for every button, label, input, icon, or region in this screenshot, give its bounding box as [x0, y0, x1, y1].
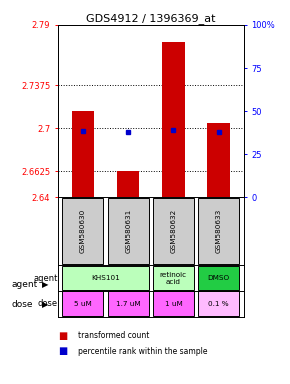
- Bar: [162, 42, 185, 197]
- Text: GSM580633: GSM580633: [216, 209, 222, 253]
- Text: GSM580630: GSM580630: [80, 209, 86, 253]
- Bar: [108, 291, 149, 316]
- Text: transformed count: transformed count: [78, 331, 150, 341]
- Text: GSM580632: GSM580632: [171, 209, 176, 253]
- Title: GDS4912 / 1396369_at: GDS4912 / 1396369_at: [86, 13, 215, 24]
- Bar: [153, 198, 194, 265]
- Text: DMSO: DMSO: [208, 275, 230, 281]
- Text: percentile rank within the sample: percentile rank within the sample: [78, 347, 208, 356]
- Text: 1.7 uM: 1.7 uM: [116, 301, 140, 307]
- Bar: [62, 291, 104, 316]
- Bar: [117, 172, 139, 197]
- Bar: [153, 266, 194, 290]
- Bar: [62, 266, 149, 290]
- Bar: [153, 291, 194, 316]
- Bar: [108, 198, 149, 265]
- Bar: [198, 266, 239, 290]
- Text: agent: agent: [34, 273, 58, 283]
- Text: 1 uM: 1 uM: [164, 301, 182, 307]
- Text: dose: dose: [12, 300, 33, 309]
- Text: retinoic
acid: retinoic acid: [160, 271, 187, 285]
- Text: 0.1 %: 0.1 %: [209, 301, 229, 307]
- Text: ■: ■: [58, 331, 67, 341]
- Text: ▶: ▶: [42, 300, 48, 309]
- Text: GSM580631: GSM580631: [125, 209, 131, 253]
- Text: ■: ■: [58, 346, 67, 356]
- Text: dose: dose: [38, 300, 58, 308]
- Text: ▶: ▶: [42, 280, 48, 290]
- Bar: [62, 198, 104, 265]
- Text: KHS101: KHS101: [91, 275, 120, 281]
- Bar: [198, 291, 239, 316]
- Bar: [72, 111, 94, 197]
- Bar: [198, 198, 239, 265]
- Text: 5 uM: 5 uM: [74, 301, 92, 307]
- Text: agent: agent: [12, 280, 38, 290]
- Bar: [207, 122, 230, 197]
